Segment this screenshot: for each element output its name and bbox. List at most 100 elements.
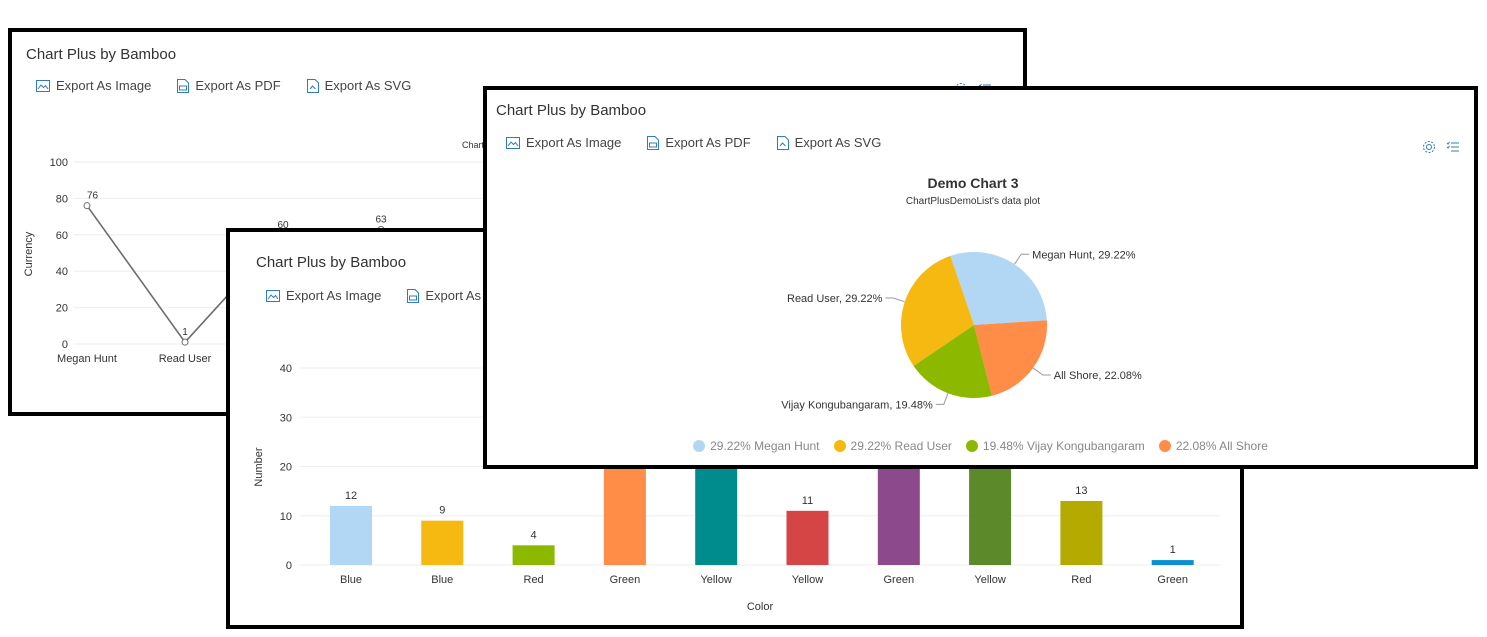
export-svg-button[interactable]: Export As SVG bbox=[306, 78, 412, 93]
pie-connector bbox=[1032, 367, 1051, 376]
gear-icon[interactable] bbox=[1422, 140, 1436, 159]
export-svg-button[interactable]: Export As SVG bbox=[776, 135, 882, 150]
legend-swatch bbox=[965, 440, 978, 452]
export-svg-label: Export As SVG bbox=[794, 135, 882, 150]
pie-slice-label: All Shore, 22.08% bbox=[1054, 370, 1142, 382]
legend-label: 22.08% All Shore bbox=[1175, 439, 1268, 453]
data-label: 1 bbox=[182, 327, 188, 338]
x-tick-label: Red bbox=[524, 574, 544, 586]
x-tick-label: Yellow bbox=[700, 574, 731, 586]
bar-value-label: 9 bbox=[439, 505, 445, 517]
y-axis-label: Number bbox=[253, 447, 265, 486]
x-tick-label: Red bbox=[1071, 574, 1091, 586]
pie-slice-label: Vijay Kongubangaram, 19.48% bbox=[781, 399, 933, 411]
x-tick-label: Megan Hunt bbox=[57, 353, 117, 365]
legend-swatch bbox=[693, 440, 706, 452]
bar-value-label: 4 bbox=[531, 529, 537, 541]
pie-connector bbox=[1014, 253, 1030, 265]
export-pdf-label: Export As PDF bbox=[195, 78, 281, 93]
pie-subtitle: ChartPlusDemoList's data plot bbox=[906, 196, 1040, 207]
export-pdf-label: Export As bbox=[425, 288, 482, 303]
bar-value-label: 11 bbox=[802, 495, 813, 507]
export-pdf-button[interactable]: Export As bbox=[407, 288, 481, 303]
pdf-icon bbox=[177, 78, 190, 93]
bar bbox=[786, 510, 829, 565]
pie-connector bbox=[935, 393, 949, 405]
image-icon bbox=[266, 289, 280, 302]
pie-slice-label: Megan Hunt, 29.22% bbox=[1032, 249, 1136, 261]
legend-item[interactable]: 22.08% All Shore bbox=[1158, 439, 1268, 453]
x-tick-label: Yellow bbox=[792, 574, 823, 586]
bar bbox=[330, 505, 372, 565]
image-icon bbox=[506, 136, 520, 149]
legend-item[interactable]: 19.48% Vijay Kongubangaram bbox=[965, 439, 1145, 453]
legend-item[interactable]: 29.22% Read User bbox=[833, 439, 952, 453]
pdf-icon bbox=[647, 135, 660, 150]
pie-slice bbox=[974, 320, 1047, 396]
export-pdf-button[interactable]: Export As PDF bbox=[177, 78, 281, 93]
export-image-label: Export As Image bbox=[286, 288, 382, 303]
pdf-icon bbox=[407, 288, 420, 303]
y-tick-label: 0 bbox=[62, 339, 68, 351]
bar bbox=[512, 545, 555, 565]
y-tick-label: 40 bbox=[56, 266, 68, 278]
x-tick-label: Read User bbox=[159, 353, 212, 365]
y-tick-label: 0 bbox=[286, 560, 292, 572]
x-tick-label: Blue bbox=[431, 574, 453, 586]
y-tick-label: 100 bbox=[50, 157, 68, 169]
pie-chart: Demo Chart 3 ChartPlusDemoList's data pl… bbox=[781, 175, 1142, 411]
export-image-button[interactable]: Export As Image bbox=[266, 288, 381, 303]
y-tick-label: 20 bbox=[56, 303, 68, 315]
data-label: 76 bbox=[87, 191, 99, 202]
pie-title: Demo Chart 3 bbox=[927, 175, 1018, 191]
legend-swatch bbox=[833, 440, 846, 452]
pie-connector bbox=[885, 297, 905, 303]
bar-value-label: 13 bbox=[1075, 485, 1087, 497]
svg-icon bbox=[776, 135, 789, 150]
legend-label: 29.22% Read User bbox=[850, 439, 952, 453]
export-image-label: Export As Image bbox=[56, 78, 152, 93]
panel-title: Chart Plus by Bamboo bbox=[256, 254, 407, 271]
legend-item[interactable]: 29.22% Megan Hunt bbox=[693, 439, 820, 453]
bar bbox=[421, 520, 464, 565]
export-image-button[interactable]: Export As Image bbox=[36, 78, 151, 93]
data-label: 60 bbox=[277, 220, 289, 231]
data-point bbox=[83, 202, 91, 210]
y-tick-label: 40 bbox=[280, 363, 292, 375]
legend-swatch bbox=[1158, 440, 1171, 452]
svg-icon bbox=[306, 78, 319, 93]
panel-title: Chart Plus by Bamboo bbox=[496, 102, 647, 119]
y-tick-label: 60 bbox=[56, 230, 68, 242]
export-image-label: Export As Image bbox=[526, 135, 622, 150]
bar-value-label: 12 bbox=[345, 490, 357, 502]
bar bbox=[1060, 500, 1103, 565]
y-tick-label: 80 bbox=[56, 193, 68, 205]
x-tick-label: Green bbox=[1157, 574, 1188, 586]
x-tick-label: Blue bbox=[340, 574, 362, 586]
pie-slice bbox=[901, 255, 974, 366]
export-svg-label: Export As SVG bbox=[324, 78, 412, 93]
chart-title-partial: Chart bbox=[462, 140, 485, 150]
legend-label: 29.22% Megan Hunt bbox=[710, 439, 820, 453]
pie-chart-panel: Chart Plus by Bamboo Export As Image Exp… bbox=[483, 86, 1478, 469]
list-icon[interactable] bbox=[1446, 140, 1460, 159]
y-axis-label: Currency bbox=[23, 231, 35, 276]
export-image-button[interactable]: Export As Image bbox=[506, 135, 621, 150]
data-point bbox=[181, 338, 189, 346]
x-tick-label: Green bbox=[610, 574, 641, 586]
bar-value-label: 1 bbox=[1170, 544, 1176, 556]
x-axis-label: Color bbox=[747, 601, 774, 613]
x-tick-label: Green bbox=[884, 574, 915, 586]
image-icon bbox=[36, 79, 50, 92]
legend-label: 19.48% Vijay Kongubangaram bbox=[982, 439, 1145, 453]
y-tick-label: 10 bbox=[280, 511, 292, 523]
y-tick-label: 30 bbox=[280, 412, 292, 424]
y-tick-label: 20 bbox=[280, 462, 292, 474]
pie-slice bbox=[950, 252, 1047, 325]
panel-title: Chart Plus by Bamboo bbox=[26, 46, 177, 63]
x-tick-label: Yellow bbox=[974, 574, 1005, 586]
pie-slice bbox=[913, 325, 992, 398]
export-pdf-button[interactable]: Export As PDF bbox=[647, 135, 751, 150]
bar bbox=[1151, 560, 1194, 565]
pie-legend: 29.22% Megan Hunt 29.22% Read User 19.48% … bbox=[487, 439, 1474, 453]
